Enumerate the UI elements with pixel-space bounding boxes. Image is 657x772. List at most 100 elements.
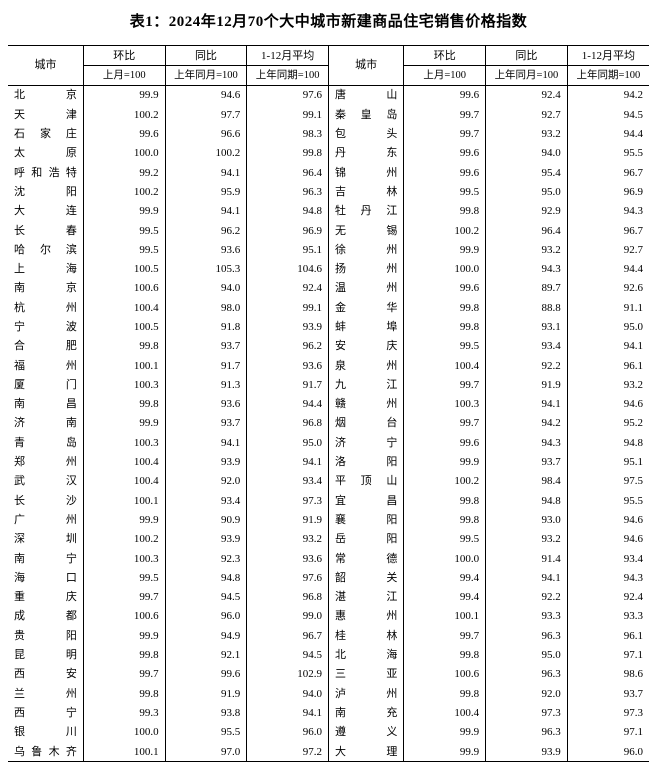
mom-cell: 100.1 [83, 356, 165, 375]
city-cell: 泸 州 [328, 684, 403, 703]
city-cell: 包 头 [328, 125, 403, 144]
mom-cell: 99.3 [83, 703, 165, 722]
table-row: 北 京99.994.697.6唐 山99.692.494.2 [8, 85, 649, 105]
city-cell: 兰 州 [8, 684, 83, 703]
avg-cell: 97.5 [567, 472, 649, 491]
city-cell: 赣 州 [328, 395, 403, 414]
city-cell: 温 州 [328, 279, 403, 298]
city-cell: 牡 丹 江 [328, 202, 403, 221]
avg-cell: 92.4 [247, 279, 329, 298]
city-cell: 石 家 庄 [8, 125, 83, 144]
yoy-cell: 92.7 [486, 105, 568, 124]
city-cell: 太 原 [8, 144, 83, 163]
yoy-cell: 93.6 [165, 395, 247, 414]
city-cell: 长 沙 [8, 491, 83, 510]
yoy-cell: 91.9 [165, 684, 247, 703]
yoy-cell: 94.1 [165, 163, 247, 182]
city-cell: 大 理 [328, 742, 403, 762]
table-row: 青 岛100.394.195.0济 宁99.694.394.8 [8, 433, 649, 452]
yoy-cell: 94.1 [165, 433, 247, 452]
avg-cell: 96.7 [247, 626, 329, 645]
city-cell: 徐 州 [328, 240, 403, 259]
yoy-cell: 94.1 [486, 568, 568, 587]
avg-cell: 95.1 [247, 240, 329, 259]
mom-cell: 100.0 [83, 144, 165, 163]
yoy-cell: 93.2 [486, 125, 568, 144]
table-row: 西 安99.799.6102.9三 亚100.696.398.6 [8, 665, 649, 684]
city-cell: 西 宁 [8, 703, 83, 722]
table-row: 哈 尔 滨99.593.695.1徐 州99.993.292.7 [8, 240, 649, 259]
avg-cell: 97.1 [567, 646, 649, 665]
mom-cell: 100.2 [404, 472, 486, 491]
city-cell: 西 安 [8, 665, 83, 684]
header-avg-left: 1-12月平均 [247, 46, 329, 66]
yoy-cell: 96.6 [165, 125, 247, 144]
mom-cell: 99.8 [404, 298, 486, 317]
avg-cell: 97.6 [247, 85, 329, 105]
yoy-cell: 97.7 [165, 105, 247, 124]
avg-cell: 93.2 [247, 530, 329, 549]
yoy-cell: 92.4 [486, 85, 568, 105]
yoy-cell: 94.2 [486, 414, 568, 433]
mom-cell: 100.6 [83, 279, 165, 298]
yoy-cell: 92.2 [486, 588, 568, 607]
table-row: 石 家 庄99.696.698.3包 头99.793.294.4 [8, 125, 649, 144]
city-cell: 昆 明 [8, 646, 83, 665]
city-cell: 平 顶 山 [328, 472, 403, 491]
header-city-left: 城市 [8, 46, 83, 86]
avg-cell: 104.6 [247, 260, 329, 279]
table-row: 海 口99.594.897.6韶 关99.494.194.3 [8, 568, 649, 587]
mom-cell: 100.1 [83, 742, 165, 762]
avg-cell: 97.2 [247, 742, 329, 762]
city-cell: 大 连 [8, 202, 83, 221]
mom-cell: 99.8 [404, 318, 486, 337]
city-cell: 蚌 埠 [328, 318, 403, 337]
yoy-cell: 92.1 [165, 646, 247, 665]
avg-cell: 94.1 [567, 337, 649, 356]
city-cell: 贵 阳 [8, 626, 83, 645]
table-row: 郑 州100.493.994.1洛 阳99.993.795.1 [8, 453, 649, 472]
mom-cell: 99.8 [83, 646, 165, 665]
avg-cell: 93.6 [247, 549, 329, 568]
avg-cell: 93.7 [567, 684, 649, 703]
mom-cell: 99.7 [83, 588, 165, 607]
table-row: 南 昌99.893.694.4赣 州100.394.194.6 [8, 395, 649, 414]
page-title: 表1：2024年12月70个大中城市新建商品住宅销售价格指数 [8, 10, 649, 31]
mom-cell: 100.4 [404, 703, 486, 722]
mom-cell: 99.5 [404, 337, 486, 356]
yoy-cell: 92.3 [165, 549, 247, 568]
table-row: 合 肥99.893.796.2安 庆99.593.494.1 [8, 337, 649, 356]
avg-cell: 96.8 [247, 414, 329, 433]
yoy-cell: 93.4 [486, 337, 568, 356]
avg-cell: 96.8 [247, 588, 329, 607]
city-cell: 南 充 [328, 703, 403, 722]
yoy-cell: 90.9 [165, 510, 247, 529]
yoy-cell: 94.8 [486, 491, 568, 510]
mom-cell: 100.2 [404, 221, 486, 240]
price-index-table: 城市 环比 同比 1-12月平均 城市 环比 同比 1-12月平均 上月=100… [8, 45, 649, 762]
city-cell: 湛 江 [328, 588, 403, 607]
avg-cell: 96.3 [247, 182, 329, 201]
yoy-cell: 92.0 [165, 472, 247, 491]
avg-cell: 95.2 [567, 414, 649, 433]
yoy-cell: 93.8 [165, 703, 247, 722]
city-cell: 乌鲁木齐 [8, 742, 83, 762]
yoy-cell: 93.2 [486, 530, 568, 549]
yoy-cell: 94.1 [165, 202, 247, 221]
mom-cell: 99.6 [404, 279, 486, 298]
city-cell: 唐 山 [328, 85, 403, 105]
mom-cell: 99.5 [83, 240, 165, 259]
mom-cell: 99.9 [404, 240, 486, 259]
table-row: 重 庆99.794.596.8湛 江99.492.292.4 [8, 588, 649, 607]
yoy-cell: 95.4 [486, 163, 568, 182]
mom-cell: 99.5 [83, 568, 165, 587]
city-cell: 秦 皇 岛 [328, 105, 403, 124]
header-yoy-right: 同比 [486, 46, 568, 66]
mom-cell: 100.3 [83, 549, 165, 568]
table-row: 济 南99.993.796.8烟 台99.794.295.2 [8, 414, 649, 433]
table-row: 长 春99.596.296.9无 锡100.296.496.7 [8, 221, 649, 240]
avg-cell: 96.7 [567, 221, 649, 240]
mom-cell: 100.1 [83, 491, 165, 510]
yoy-cell: 88.8 [486, 298, 568, 317]
city-cell: 常 德 [328, 549, 403, 568]
